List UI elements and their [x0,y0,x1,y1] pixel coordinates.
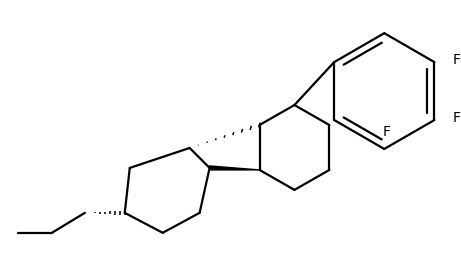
Text: F: F [382,125,390,139]
Polygon shape [210,166,260,170]
Text: F: F [452,111,461,125]
Text: F: F [452,53,461,67]
